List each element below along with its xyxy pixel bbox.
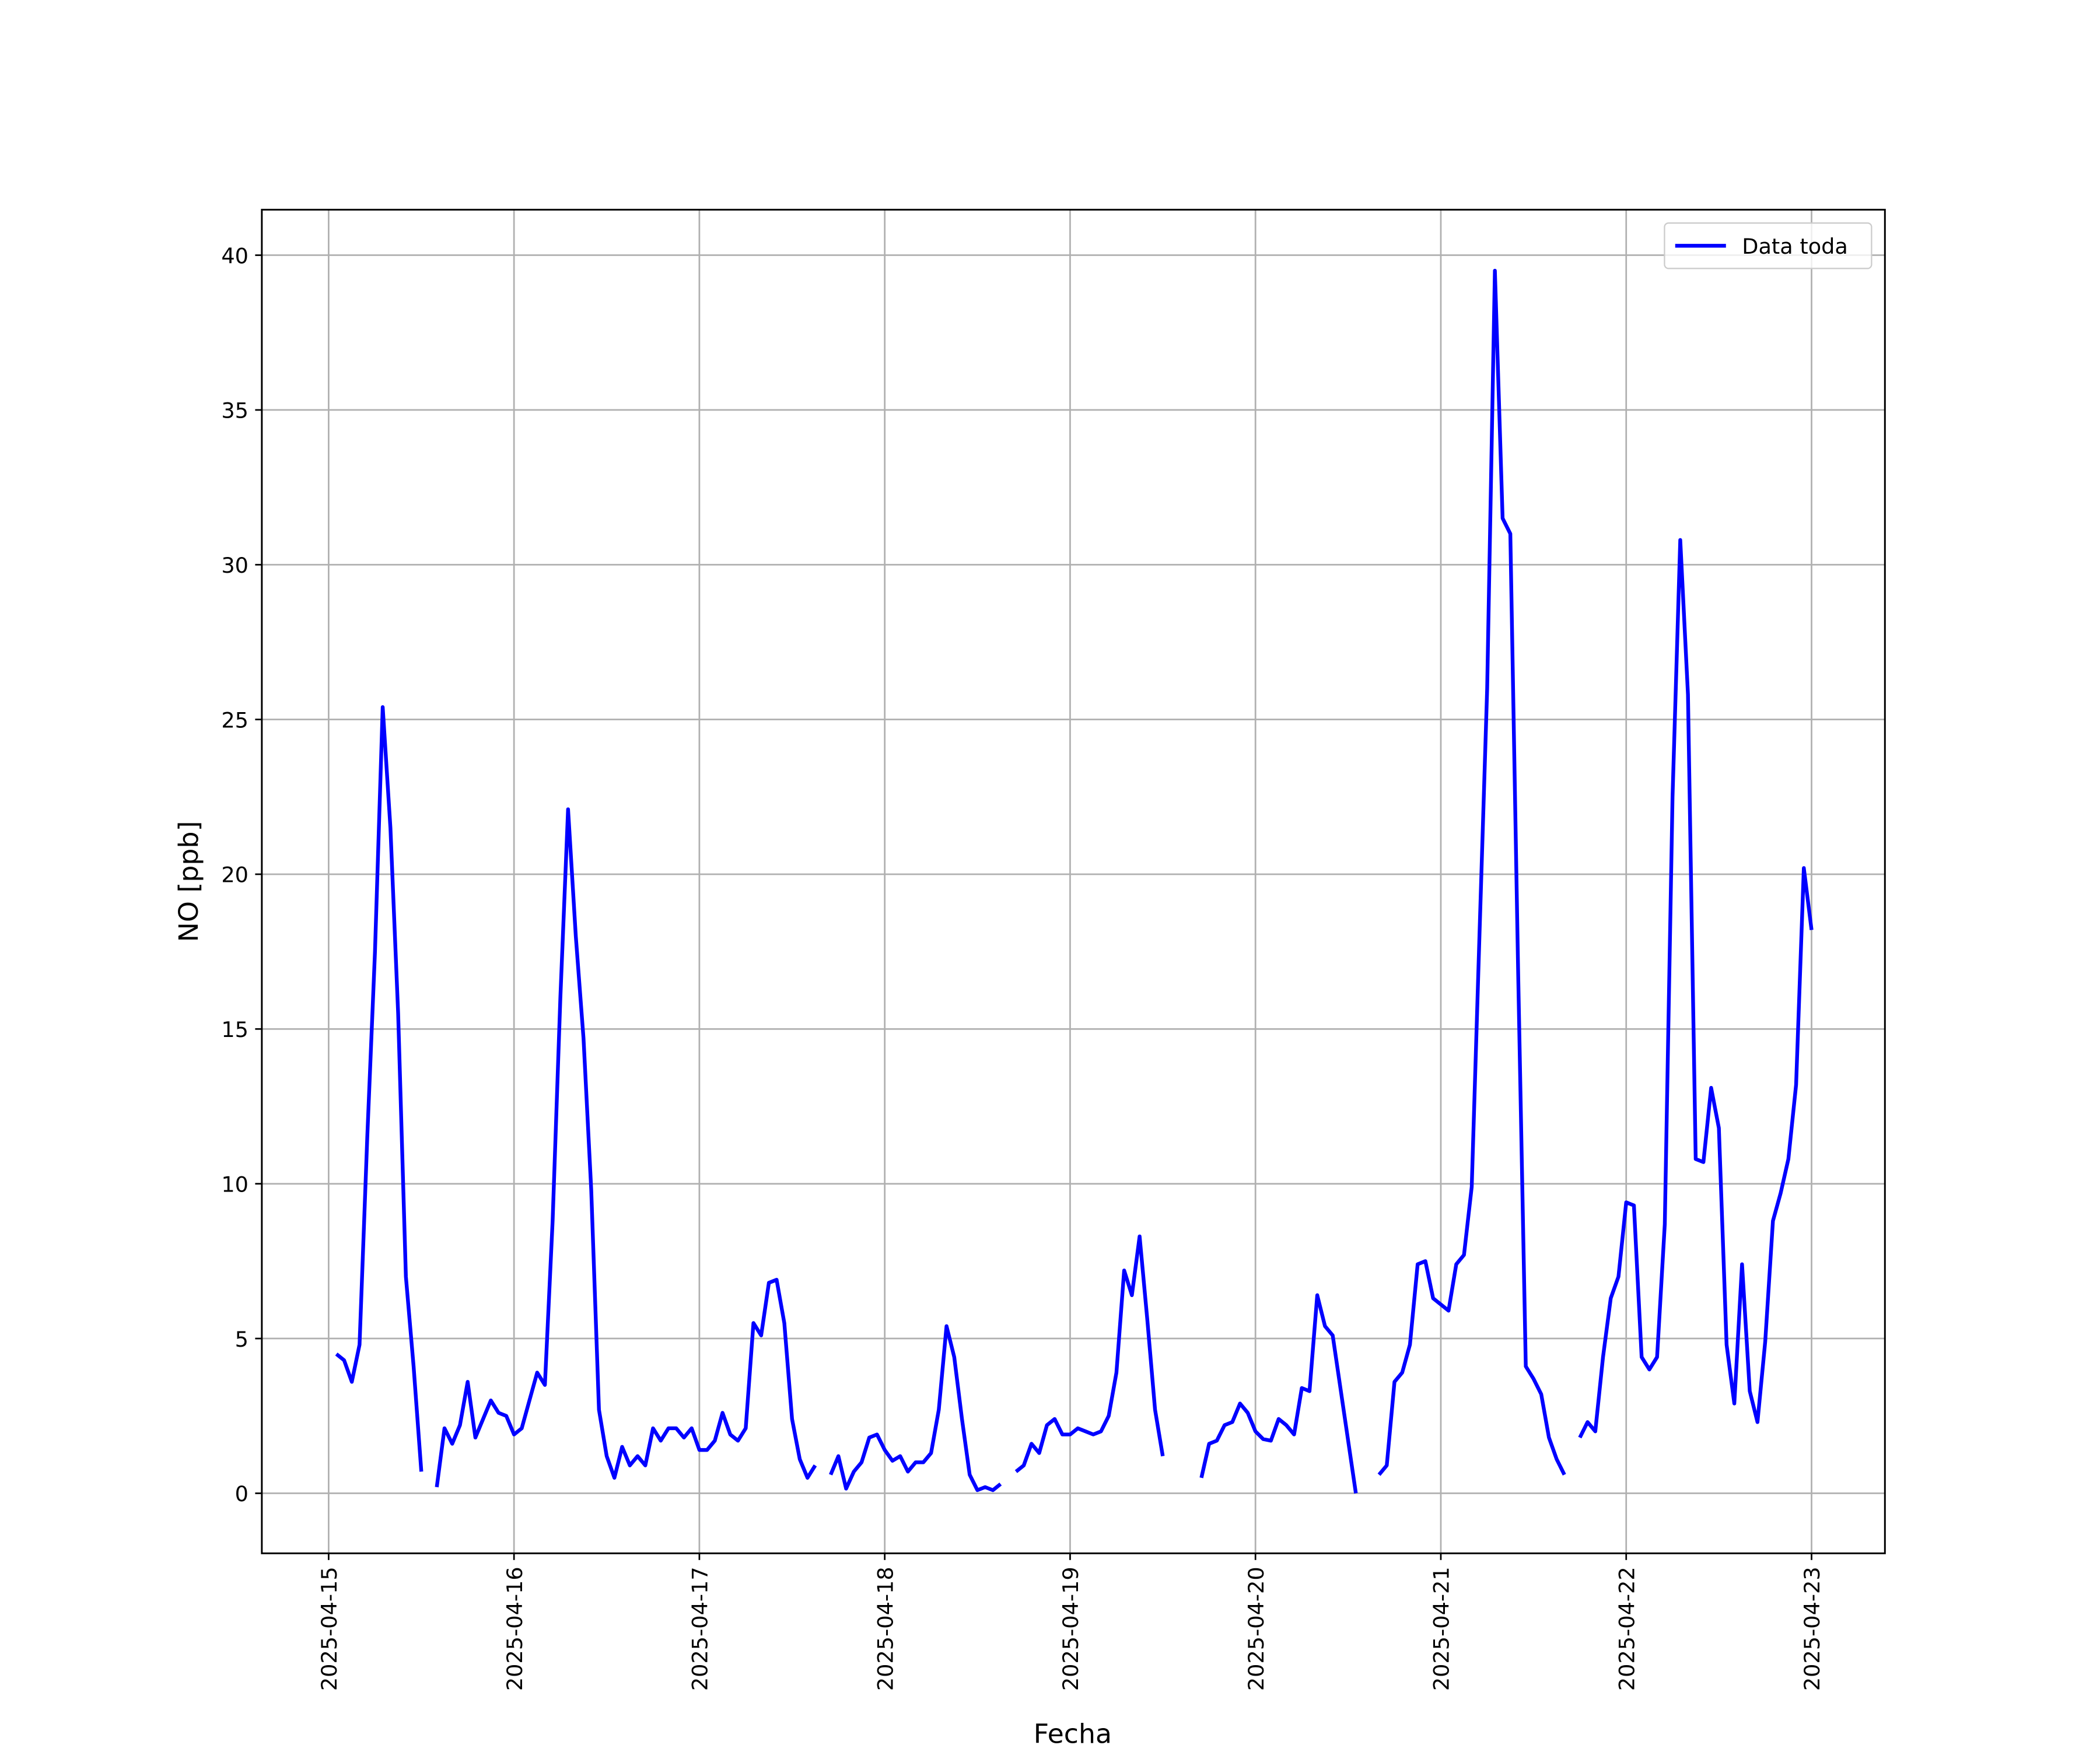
y-tick-label: 0 bbox=[235, 1481, 249, 1506]
y-tick-label: 25 bbox=[221, 707, 249, 733]
legend-label: Data toda bbox=[1742, 234, 1848, 259]
x-tick-label: 2025-04-15 bbox=[317, 1567, 342, 1691]
y-tick-label: 30 bbox=[221, 553, 249, 578]
y-axis-label: NO [ppb] bbox=[173, 821, 204, 942]
x-axis-label: Fecha bbox=[1034, 1718, 1112, 1750]
x-tick-label: 2025-04-18 bbox=[873, 1567, 898, 1691]
plot-frame bbox=[261, 209, 1886, 1554]
x-tick-label: 2025-04-19 bbox=[1058, 1567, 1083, 1691]
y-tick-label: 35 bbox=[221, 398, 249, 423]
y-tick-label: 20 bbox=[221, 863, 249, 888]
x-tick-label: 2025-04-20 bbox=[1244, 1567, 1269, 1691]
y-tick-label: 5 bbox=[235, 1327, 249, 1352]
x-tick-label: 2025-04-23 bbox=[1800, 1567, 1825, 1691]
legend-box bbox=[1664, 222, 1873, 269]
x-tick-label: 2025-04-21 bbox=[1429, 1567, 1454, 1691]
y-tick-label: 40 bbox=[221, 243, 249, 268]
y-tick-label: 10 bbox=[221, 1172, 249, 1197]
legend: Data toda bbox=[1664, 222, 1873, 269]
x-tick-label: 2025-04-16 bbox=[502, 1567, 527, 1691]
data-line bbox=[335, 268, 1814, 1494]
x-tick-label: 2025-04-17 bbox=[688, 1567, 713, 1691]
x-tick-label: 2025-04-22 bbox=[1614, 1567, 1639, 1691]
y-tick-label: 15 bbox=[221, 1017, 249, 1042]
